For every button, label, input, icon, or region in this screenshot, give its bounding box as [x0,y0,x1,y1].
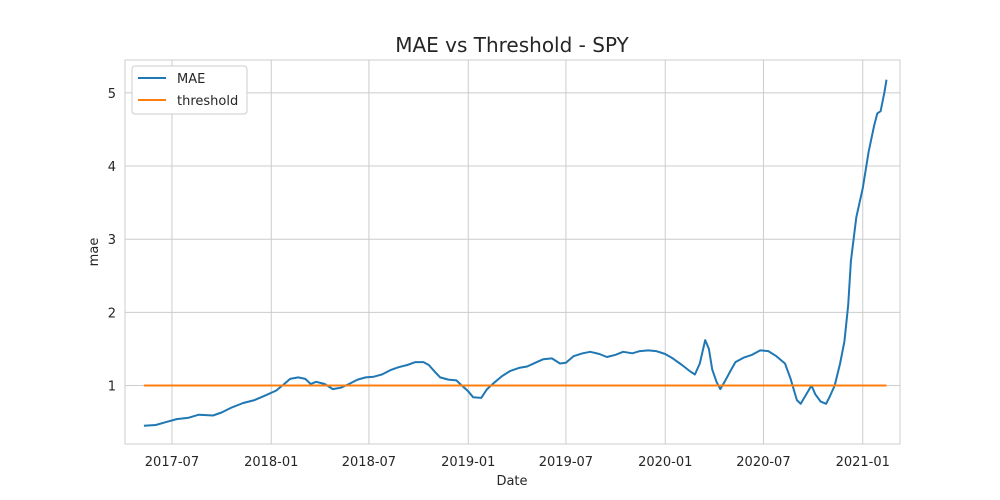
y-axis-label: mae [87,238,102,267]
y-tick-label: 1 [108,379,116,394]
legend-label-threshold: threshold [177,94,238,109]
y-tick-label: 2 [108,306,116,321]
plot-frame [124,59,901,445]
x-tick-label: 2019-01 [441,455,495,470]
chart-title: MAE vs Threshold - SPY [395,33,629,57]
legend: MAE threshold [131,65,248,115]
tick-layer: 2017-07 2018-01 2018-07 2019-01 2019-07 2020-… [108,87,890,470]
x-tick-label: 2018-01 [244,455,298,470]
x-axis-label: Date [496,474,527,489]
x-tick-label: 2020-07 [736,455,790,470]
x-tick-label: 2017-07 [145,455,199,470]
x-tick-label: 2020-01 [638,455,692,470]
y-tick-label: 3 [108,233,116,248]
y-tick-label: 5 [108,87,116,102]
x-tick-label: 2018-07 [342,455,396,470]
y-tick-label: 4 [108,160,116,175]
x-tick-label: 2019-07 [539,455,593,470]
series-layer [143,79,888,427]
series-line-mae [143,79,888,427]
legend-label-mae: MAE [177,72,205,87]
x-tick-label: 2021-01 [836,455,890,470]
